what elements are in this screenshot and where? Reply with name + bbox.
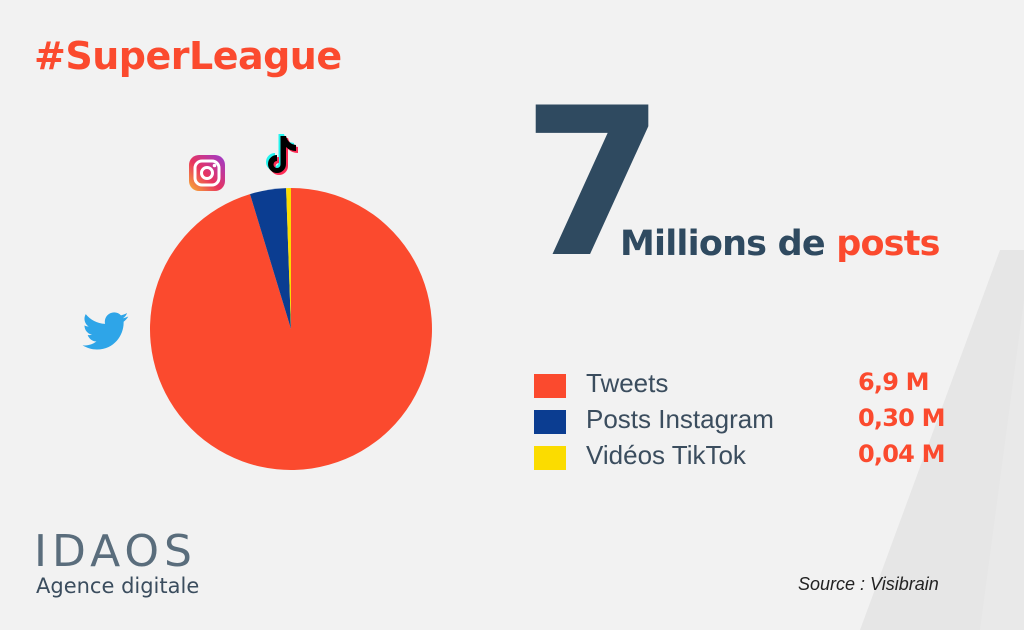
pie-slices [149, 187, 432, 470]
legend-label: Tweets [586, 368, 669, 398]
legend-value: 0,04 M [858, 440, 945, 468]
tiktok-icon [266, 134, 298, 175]
legend-swatch-tiktok [534, 446, 566, 470]
legend-label: Posts Instagram [586, 404, 774, 434]
legend-row-instagram: Posts Instagram 0,30 M [534, 402, 954, 438]
pie-slice-tiktok [286, 187, 291, 329]
headline-highlight: posts [836, 224, 940, 264]
source-note: Source : Visibrain [798, 574, 939, 594]
twitter-icon [82, 312, 129, 350]
headline-text: Millions de [620, 224, 837, 264]
big-number: 7 [522, 65, 665, 303]
millions-de-posts: Millions de posts [620, 224, 940, 264]
logo-wordmark: IDAOS [34, 526, 197, 577]
legend-row-tiktok: Vidéos TikTok 0,04 M [534, 438, 954, 474]
legend-label: Vidéos TikTok [586, 440, 746, 470]
legend-value: 0,30 M [858, 404, 945, 432]
legend-swatch-instagram [534, 410, 566, 434]
logo-tagline: Agence digitale [36, 574, 200, 598]
legend-row-tweets: Tweets 6,9 M [534, 366, 954, 402]
legend-swatch-tweets [534, 374, 566, 398]
legend: Tweets 6,9 M Posts Instagram 0,30 M Vidé… [534, 366, 954, 474]
instagram-icon [189, 155, 225, 191]
legend-value: 6,9 M [858, 368, 930, 396]
pie-slice-tweets [149, 188, 432, 470]
pie-slice-instagram [250, 188, 291, 329]
hashtag-title: #SuperLeague [34, 34, 342, 78]
